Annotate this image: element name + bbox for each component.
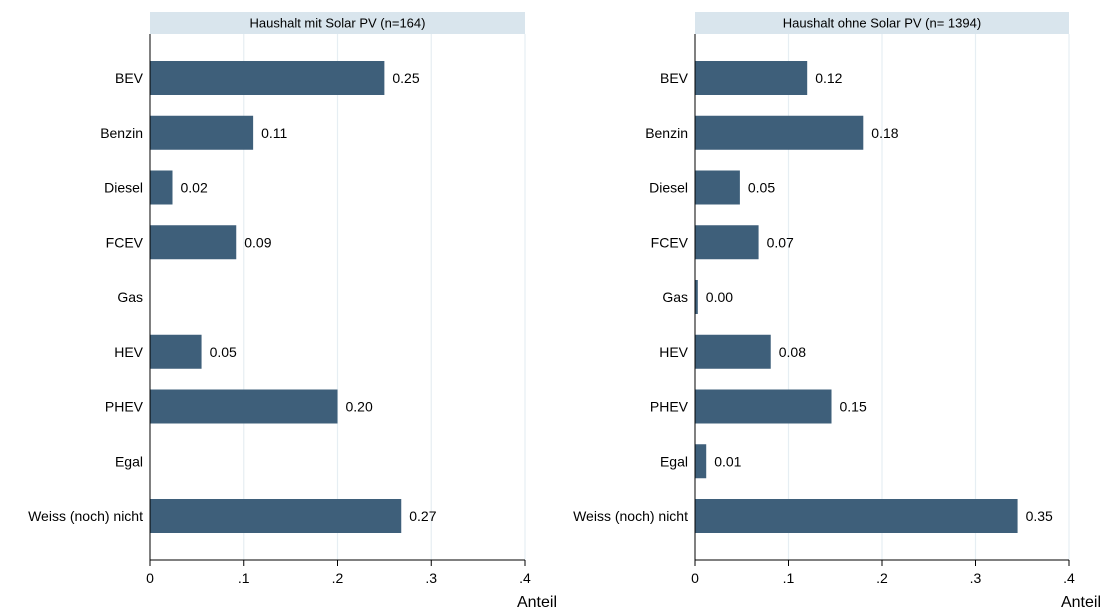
value-label: 0.05 bbox=[748, 180, 775, 196]
category-label: BEV bbox=[660, 70, 689, 86]
value-label: 0.12 bbox=[815, 70, 842, 86]
x-tick-label: .4 bbox=[1063, 570, 1075, 586]
value-label: 0.25 bbox=[392, 70, 419, 86]
x-tick-label: .2 bbox=[332, 570, 344, 586]
panel-title-background bbox=[695, 12, 1069, 34]
bar bbox=[150, 115, 254, 150]
category-label: Diesel bbox=[104, 180, 143, 196]
x-tick-label: .2 bbox=[876, 570, 888, 586]
x-tick-label: .3 bbox=[425, 570, 437, 586]
category-label: Gas bbox=[117, 289, 143, 305]
bar bbox=[150, 389, 338, 424]
bar bbox=[150, 170, 173, 205]
category-label: Weiss (noch) nicht bbox=[573, 508, 688, 524]
category-label: FCEV bbox=[651, 234, 689, 250]
bar bbox=[695, 280, 698, 314]
x-tick-label: 0 bbox=[146, 570, 154, 586]
x-axis-label: Anteil bbox=[517, 594, 557, 611]
bar bbox=[695, 115, 864, 150]
value-label: 0.11 bbox=[261, 125, 287, 141]
bar bbox=[150, 225, 237, 260]
category-label: Egal bbox=[115, 453, 143, 469]
bar bbox=[150, 499, 402, 533]
x-axis-label: Anteil bbox=[1061, 594, 1101, 611]
bar bbox=[150, 61, 385, 95]
category-label: Weiss (noch) nicht bbox=[28, 508, 143, 524]
value-label: 0.01 bbox=[714, 453, 741, 469]
panel-title: Haushalt ohne Solar PV (n= 1394) bbox=[783, 16, 981, 31]
category-label: BEV bbox=[115, 70, 144, 86]
value-label: 0.18 bbox=[871, 125, 898, 141]
bar bbox=[695, 444, 707, 479]
category-label: Benzin bbox=[100, 125, 143, 141]
value-label: 0.27 bbox=[409, 508, 436, 524]
panel-title: Haushalt mit Solar PV (n=164) bbox=[250, 16, 426, 31]
bar bbox=[695, 499, 1018, 533]
category-label: Benzin bbox=[645, 125, 688, 141]
bar bbox=[695, 61, 808, 95]
value-label: 0.02 bbox=[181, 180, 208, 196]
value-label: 0.00 bbox=[706, 289, 733, 305]
x-tick-label: 0 bbox=[691, 570, 699, 586]
value-label: 0.09 bbox=[244, 234, 271, 250]
category-label: PHEV bbox=[105, 399, 144, 415]
bar bbox=[150, 334, 202, 369]
bar bbox=[695, 389, 832, 424]
value-label: 0.05 bbox=[210, 344, 237, 360]
category-label: Egal bbox=[660, 453, 688, 469]
x-tick-label: .1 bbox=[783, 570, 795, 586]
bar bbox=[695, 170, 740, 205]
category-label: PHEV bbox=[650, 399, 689, 415]
value-label: 0.08 bbox=[779, 344, 806, 360]
value-label: 0.20 bbox=[346, 399, 373, 415]
value-label: 0.07 bbox=[767, 234, 794, 250]
x-tick-label: .3 bbox=[970, 570, 982, 586]
bar bbox=[695, 334, 771, 369]
category-label: HEV bbox=[114, 344, 143, 360]
category-label: FCEV bbox=[106, 234, 144, 250]
x-tick-label: .1 bbox=[238, 570, 250, 586]
bar bbox=[695, 225, 759, 260]
x-tick-label: .4 bbox=[519, 570, 531, 586]
category-label: HEV bbox=[659, 344, 688, 360]
value-label: 0.35 bbox=[1026, 508, 1053, 524]
value-label: 0.15 bbox=[840, 399, 867, 415]
category-label: Gas bbox=[662, 289, 688, 305]
panel-title-background bbox=[150, 12, 525, 34]
category-label: Diesel bbox=[649, 180, 688, 196]
